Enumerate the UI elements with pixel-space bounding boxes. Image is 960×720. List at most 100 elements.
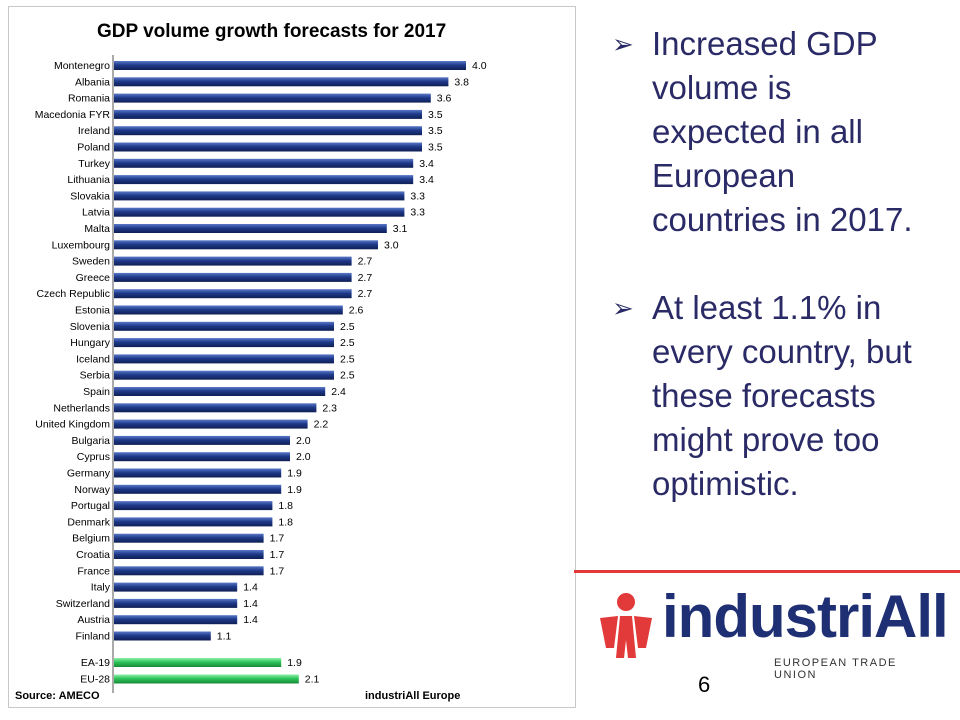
category-label: Romania bbox=[68, 93, 110, 105]
value-label: 1.7 bbox=[270, 533, 285, 545]
category-label: Finland bbox=[76, 631, 111, 643]
category-label: Montenegro bbox=[54, 60, 110, 72]
category-label: Slovenia bbox=[70, 321, 110, 333]
bars-group: Montenegro 4.0 Albania 3.8 Romania 3.6 Macedon… bbox=[35, 60, 487, 686]
bar bbox=[114, 126, 422, 136]
bar bbox=[114, 93, 431, 103]
value-label: 2.5 bbox=[340, 370, 355, 382]
value-label: 3.0 bbox=[384, 239, 399, 251]
value-label: 1.4 bbox=[243, 582, 258, 594]
bar bbox=[114, 468, 282, 478]
bar bbox=[114, 403, 317, 413]
bullet-list: ➢ Increased GDP volume is expected in al… bbox=[612, 22, 932, 550]
category-label: Belgium bbox=[72, 533, 110, 545]
value-label: 2.7 bbox=[358, 288, 373, 300]
category-label: Denmark bbox=[67, 516, 110, 528]
value-label: 2.5 bbox=[340, 353, 355, 365]
category-label: Malta bbox=[84, 223, 110, 235]
category-label: Cyprus bbox=[77, 451, 110, 463]
value-label: 2.0 bbox=[296, 435, 311, 447]
category-label: EA-19 bbox=[81, 657, 110, 669]
bar bbox=[114, 256, 352, 266]
bar bbox=[114, 598, 238, 608]
category-label: Portugal bbox=[71, 500, 110, 512]
bar bbox=[114, 370, 334, 380]
value-label: 2.1 bbox=[305, 674, 320, 686]
category-label: Poland bbox=[77, 142, 110, 154]
value-label: 3.3 bbox=[410, 207, 425, 219]
value-label: 3.8 bbox=[454, 76, 469, 88]
gdp-bar-chart: GDP volume growth forecasts for 2017 Mon… bbox=[15, 21, 487, 702]
bar bbox=[114, 175, 414, 185]
category-label: Estonia bbox=[75, 305, 110, 317]
value-label: 1.8 bbox=[278, 516, 293, 528]
category-label: Serbia bbox=[80, 370, 111, 382]
value-label: 3.5 bbox=[428, 109, 443, 121]
category-label: Slovakia bbox=[70, 190, 110, 202]
value-label: 3.5 bbox=[428, 125, 443, 137]
bar bbox=[114, 321, 334, 331]
value-label: 2.0 bbox=[296, 451, 311, 463]
bar bbox=[114, 501, 273, 511]
bar bbox=[114, 305, 343, 315]
bar bbox=[114, 61, 466, 70]
category-label: Spain bbox=[83, 386, 110, 398]
value-label: 2.6 bbox=[349, 305, 364, 317]
category-label: Switzerland bbox=[56, 598, 110, 610]
category-label: Hungary bbox=[70, 337, 110, 349]
category-label: Ireland bbox=[78, 125, 110, 137]
category-label: Netherlands bbox=[53, 402, 110, 414]
bar bbox=[114, 674, 299, 684]
value-label: 3.5 bbox=[428, 142, 443, 154]
category-label: Norway bbox=[74, 484, 110, 496]
bar bbox=[114, 582, 238, 592]
logo-subtitle: EUROPEAN TRADE UNION bbox=[774, 657, 897, 681]
bar bbox=[114, 387, 326, 396]
bar bbox=[114, 272, 352, 282]
bar bbox=[114, 452, 290, 462]
chart-title: GDP volume growth forecasts for 2017 bbox=[97, 21, 446, 42]
category-label: United Kingdom bbox=[35, 419, 110, 431]
value-label: 3.3 bbox=[410, 190, 425, 202]
footer-divider bbox=[574, 570, 960, 573]
value-label: 2.3 bbox=[322, 402, 337, 414]
category-label: Czech Republic bbox=[36, 288, 110, 300]
value-label: 1.1 bbox=[217, 631, 232, 643]
bullet-text: Increased GDP volume is expected in all … bbox=[652, 25, 913, 238]
category-label: Austria bbox=[77, 614, 110, 626]
bar bbox=[114, 354, 334, 364]
value-label: 1.7 bbox=[270, 565, 285, 577]
bar bbox=[114, 658, 282, 667]
bar bbox=[114, 207, 405, 217]
value-label: 2.7 bbox=[358, 256, 373, 268]
bar bbox=[114, 517, 273, 527]
value-label: 3.4 bbox=[419, 158, 434, 170]
logo-figure-icon bbox=[600, 593, 652, 658]
value-label: 4.0 bbox=[472, 60, 487, 72]
value-label: 1.4 bbox=[243, 598, 258, 610]
category-label: Italy bbox=[91, 582, 111, 594]
credit-label: industriAll Europe bbox=[365, 690, 460, 702]
value-label: 1.7 bbox=[270, 549, 285, 561]
arrow-bullet-icon: ➢ bbox=[612, 29, 634, 59]
bar bbox=[114, 419, 308, 429]
arrow-bullet-icon: ➢ bbox=[612, 293, 634, 323]
bullet-item: ➢ At least 1.1% in every country, but th… bbox=[612, 286, 932, 506]
value-label: 2.7 bbox=[358, 272, 373, 284]
category-label: Greece bbox=[76, 272, 111, 284]
category-label: Germany bbox=[67, 468, 111, 480]
chart-frame: GDP volume growth forecasts for 2017 Mon… bbox=[8, 6, 576, 708]
category-label: France bbox=[77, 565, 110, 577]
bullet-item: ➢ Increased GDP volume is expected in al… bbox=[612, 22, 932, 242]
category-label: Luxembourg bbox=[52, 239, 111, 251]
bar bbox=[114, 435, 290, 445]
bar bbox=[114, 158, 414, 168]
bar bbox=[114, 615, 238, 625]
value-label: 3.1 bbox=[393, 223, 408, 235]
value-label: 2.5 bbox=[340, 321, 355, 333]
bar bbox=[114, 631, 211, 641]
bar bbox=[114, 109, 422, 119]
bar bbox=[114, 484, 282, 494]
bar bbox=[114, 191, 405, 201]
bar bbox=[114, 142, 422, 152]
